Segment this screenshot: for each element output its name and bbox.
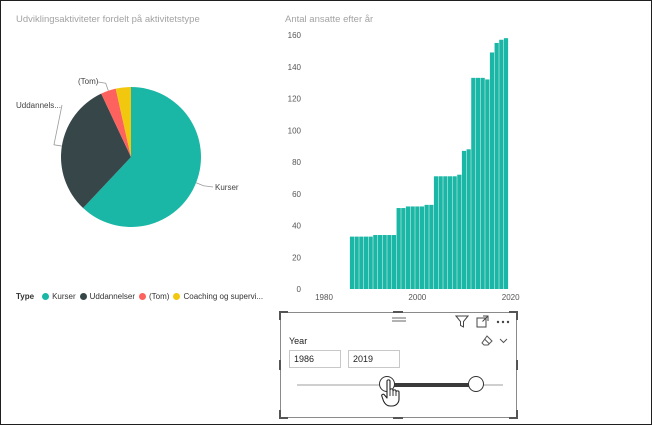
legend-label: (Tom) [149,292,170,301]
bar-1997[interactable] [401,208,406,289]
resize-handle-bottom[interactable] [393,417,403,419]
resize-handle-top[interactable] [393,311,403,313]
legend-title: Type [16,292,35,301]
y-tick-label: 80 [292,158,301,167]
resize-handle-bottom-right[interactable] [509,410,518,419]
slicer-title: Year [289,336,308,346]
bar-2009[interactable] [457,174,462,289]
bar-2003[interactable] [429,204,434,289]
bar-chart-title: Antal ansatte efter år [285,14,374,25]
y-tick-label: 0 [297,285,302,294]
legend-dot-kurser [42,293,50,300]
year-slicer[interactable]: Year [279,311,518,419]
range-end-thumb[interactable] [468,376,484,392]
bar-2011[interactable] [466,149,471,289]
pie-leader-line [97,81,109,91]
bar-1987[interactable] [354,236,359,289]
bar-chart[interactable]: 0 20 40 60 80 100 120 140 160 1980 2000 2020 [280,25,530,310]
legend-label: Uddannelser [89,292,136,301]
pie-slice-kurser[interactable] [83,87,201,228]
bar-1990[interactable] [368,236,373,289]
x-tick-label: 2020 [502,293,520,302]
y-tick-label: 40 [292,222,301,231]
bar-2016[interactable] [489,52,495,290]
drag-handle-icon[interactable] [391,316,407,324]
bar-2013[interactable] [475,77,481,289]
pie-label-tom: (Tom) [78,77,99,86]
y-tick-label: 120 [288,95,302,104]
legend-label: Kurser [52,292,76,301]
filter-icon[interactable] [455,315,469,328]
bar-1988[interactable] [359,236,364,289]
legend-dot-uddannelser [79,293,87,300]
resize-handle-left[interactable] [279,360,281,370]
eraser-icon[interactable] [481,335,493,346]
bar-1996[interactable] [396,208,401,289]
y-tick-label: 140 [288,63,302,72]
pie-slice-coaching[interactable] [115,87,131,157]
bar-2008[interactable] [452,176,457,289]
bar-2001[interactable] [419,206,425,289]
bar-1994[interactable] [387,235,392,289]
legend-dot-tom [139,293,147,300]
pie-legend: Type Kurser Uddannelser (Tom) Coaching o… [16,292,267,301]
legend-item-tom[interactable]: (Tom) [139,292,169,301]
x-tick-label: 2000 [408,293,426,302]
pie-slice-tom[interactable] [101,88,131,157]
pie-label-uddannelser: Uddannels... [16,101,61,110]
bar-2005[interactable] [438,176,443,289]
y-tick-label: 60 [292,190,301,199]
bar-2004[interactable] [433,176,439,289]
range-fill [387,383,477,387]
y-tick-label: 160 [288,31,302,40]
bar-1989[interactable] [363,236,369,289]
y-tick-label: 100 [288,126,302,135]
bar-1993[interactable] [382,235,387,289]
bar-2014[interactable] [480,77,485,289]
bar-1995[interactable] [391,235,397,289]
bar-2015[interactable] [485,79,490,289]
legend-item-kurser[interactable]: Kurser [42,292,76,301]
more-options-icon[interactable] [496,319,510,325]
pie-leader-line [53,104,63,147]
bar-2002[interactable] [424,204,429,289]
bar-1999[interactable] [410,206,415,289]
bar-1991[interactable] [373,235,378,289]
bar-2017[interactable] [494,42,499,289]
bar-2019[interactable] [503,38,509,289]
legend-item-uddannelser[interactable]: Uddannelser [79,292,136,301]
resize-handle-top-right[interactable] [509,311,518,320]
end-year-input[interactable] [348,350,400,368]
bar-2007[interactable] [447,176,453,289]
pie-slice-uddannelser[interactable] [60,93,131,209]
legend-item-coaching[interactable]: Coaching og supervi... [173,292,263,301]
focus-mode-icon[interactable] [476,315,489,328]
bar-2010[interactable] [461,150,467,289]
resize-handle-right[interactable] [516,360,518,370]
bar-2000[interactable] [415,206,420,289]
hand-cursor-icon [381,379,400,407]
bar-2018[interactable] [499,39,504,290]
resize-handle-top-left[interactable] [279,311,288,320]
y-tick-label: 20 [292,253,301,262]
start-year-input[interactable] [289,350,341,368]
pie-label-kurser: Kurser [215,183,239,192]
resize-handle-bottom-left[interactable] [279,410,288,419]
legend-label: Coaching og supervi... [183,292,264,301]
bar-1998[interactable] [405,206,411,289]
pie-leader-line [195,182,214,188]
x-tick-label: 1980 [315,293,333,302]
bar-1992[interactable] [377,235,383,289]
bar-2006[interactable] [443,176,448,289]
legend-dot-coaching [173,293,181,300]
chevron-down-icon[interactable] [499,338,508,344]
bar-1986[interactable] [349,236,355,289]
bar-2012[interactable] [471,77,476,289]
pie-chart[interactable] [0,0,260,290]
pie-chart-title: Udviklingsaktiviteter fordelt på aktivit… [16,14,200,25]
